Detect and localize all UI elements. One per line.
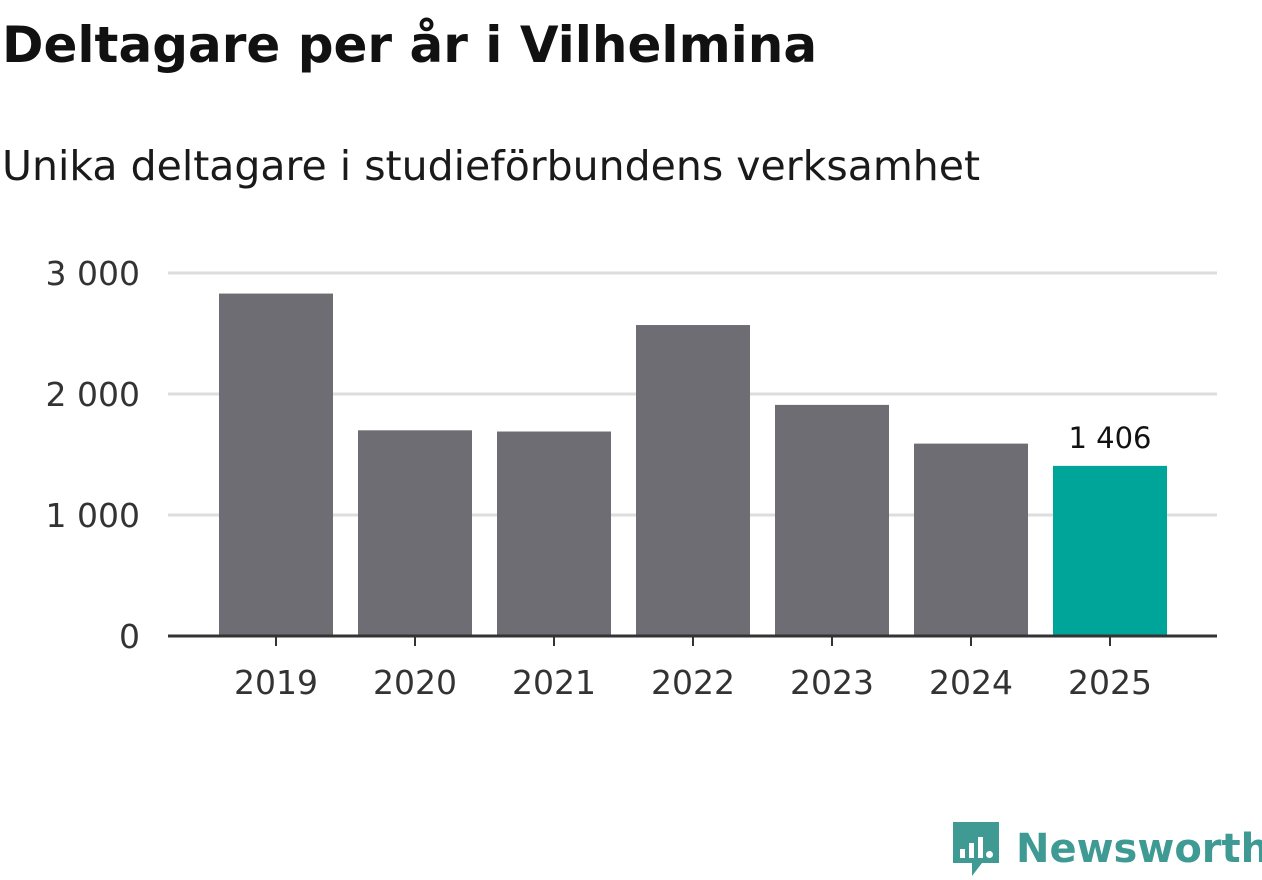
x-tick-label: 2022 <box>651 663 735 702</box>
data-label-2025: 1 406 <box>1068 421 1151 455</box>
bar-2020 <box>358 430 472 636</box>
data-labels: 1 406 <box>1068 421 1151 455</box>
x-tick-label: 2025 <box>1068 663 1152 702</box>
brand-logo: Newsworthy <box>950 818 1262 880</box>
y-tick-label: 2 000 <box>46 375 140 414</box>
x-tick-label: 2021 <box>512 663 596 702</box>
bar-2025 <box>1053 465 1167 636</box>
y-tick-label: 0 <box>119 617 140 656</box>
brand-name: Newsworthy <box>1016 826 1262 872</box>
chart-subtitle: Unika deltagare i studieförbundens verks… <box>2 142 981 190</box>
bar-2022 <box>636 325 750 636</box>
bar-2024 <box>914 443 1028 636</box>
x-tick-label: 2020 <box>373 663 457 702</box>
newsworthy-logo-icon <box>953 822 999 876</box>
x-tick-label: 2023 <box>790 663 874 702</box>
x-tick-label: 2024 <box>929 663 1013 702</box>
y-tick-label: 3 000 <box>46 254 140 293</box>
bars <box>219 293 1167 636</box>
bar-2019 <box>219 293 333 636</box>
x-tick-label: 2019 <box>234 663 318 702</box>
y-tick-label: 1 000 <box>46 496 140 535</box>
bar-2021 <box>497 431 611 636</box>
bar-2023 <box>775 404 889 636</box>
axes: 0 1 000 2 000 3 000 2019 2020 2021 2022 2023 2024… <box>46 254 1217 702</box>
chart-title: Deltagare per år i Vilhelmina <box>2 16 818 74</box>
